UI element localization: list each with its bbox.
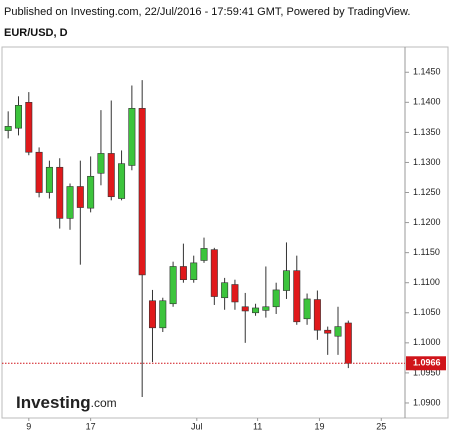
y-tick-label: 1.1200 [413,217,441,227]
candle-body [128,108,136,166]
y-tick-label: 1.0900 [413,397,441,407]
x-tick-label: 11 [253,421,262,431]
candle-body [35,151,43,193]
candle-body [303,298,311,320]
chart-title: Published on Investing.com, 22/Jul/2016 … [4,6,410,18]
y-tick-label: 1.1300 [413,157,441,167]
brand-suffix: .com [91,396,117,410]
y-tick-label: 1.1400 [413,97,441,107]
candle-body [159,300,167,329]
candle-body [76,186,84,208]
candle-body [45,166,53,193]
candle-body [282,270,290,291]
candle-body [334,326,342,337]
candle-body [324,329,332,334]
y-tick-label: 1.1000 [413,337,441,347]
x-tick-label: 17 [86,421,96,431]
candle-body [210,249,218,297]
frame [1,46,449,419]
candle-body [169,266,177,305]
candle-body [313,299,321,331]
candle-body [56,166,64,219]
candle-body [262,306,270,311]
candle-body [179,266,187,281]
candle-body [272,289,280,308]
candle-body [4,126,12,131]
candle-body [293,270,301,323]
candle-body [97,153,105,174]
candle-body [118,163,126,199]
candle-body [14,105,22,129]
y-tick-label: 1.0950 [413,367,441,377]
last-price-box [406,356,446,371]
candle-body [344,322,352,364]
last-price-label: 1.0966 [413,358,441,368]
candle-body [107,153,115,198]
x-tick-label: 19 [314,421,324,431]
y-tick-label: 1.1050 [413,307,441,317]
candle-body [148,300,156,329]
symbol-label: EUR/USD, D [4,27,68,39]
y-tick-label: 1.1350 [413,127,441,137]
x-tick-label: Jul [191,421,203,431]
y-tick-label: 1.1100 [413,277,440,287]
candle-body [25,102,33,153]
y-tick-label: 1.1150 [413,247,440,257]
candle-body [200,248,208,261]
x-tick-label: 9 [26,421,31,431]
candle-body [87,175,95,209]
candle-body [231,284,239,303]
candle-body [241,306,249,312]
candle-body [66,186,74,219]
candle-body [190,262,198,281]
brand-logo: Investing.com [16,393,117,412]
brand: Investing [16,393,91,412]
candle-body [252,307,260,314]
y-tick-label: 1.1250 [413,187,441,197]
y-tick-label: 1.1450 [413,67,441,77]
candle-body [221,282,229,299]
candle-body [138,108,146,276]
x-tick-label: 25 [376,421,386,431]
plot-area [2,80,405,397]
